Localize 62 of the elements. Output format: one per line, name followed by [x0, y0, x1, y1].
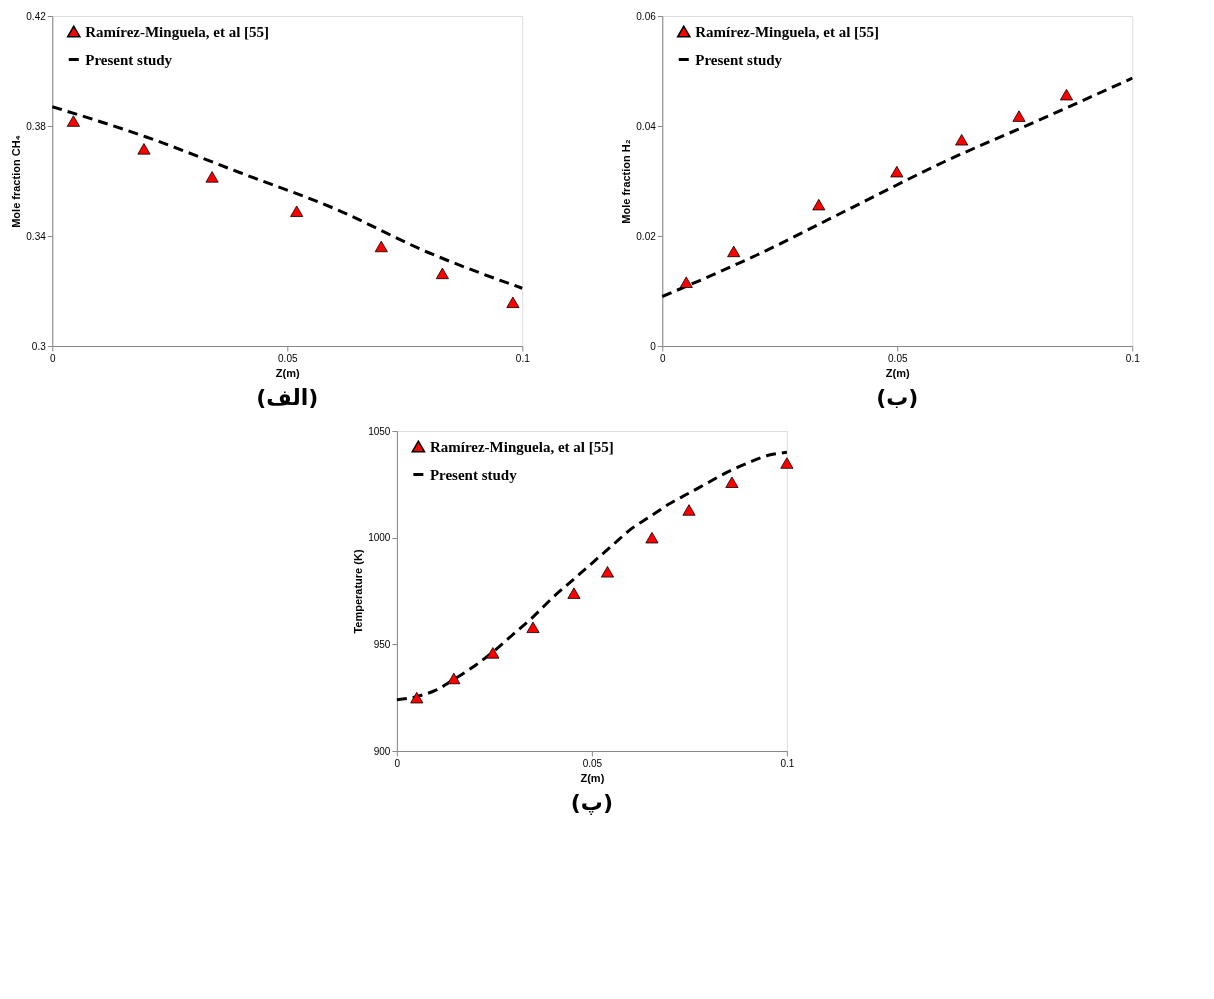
- legend-label: Present study: [695, 51, 783, 68]
- y-tick-label: 0.06: [636, 10, 657, 22]
- y-tick-label: 0.3: [31, 340, 47, 352]
- y-tick-label: 0.34: [26, 230, 47, 242]
- text: (ب): [876, 385, 919, 410]
- point: [645, 531, 659, 544]
- point: [1012, 110, 1026, 122]
- point: [290, 205, 304, 217]
- point: [66, 115, 80, 127]
- x-tick-label: 0: [49, 352, 56, 364]
- y-tick-label: 0.38: [26, 120, 47, 132]
- legend-label: Ramírez-Minguela, et al [55]: [695, 23, 880, 40]
- x-tick-label: 0.05: [582, 757, 603, 769]
- point: [682, 504, 696, 516]
- x-tick-label: 0: [394, 757, 401, 769]
- point: [374, 240, 388, 253]
- point: [410, 691, 424, 704]
- line-series: [50, 105, 524, 290]
- point: [567, 587, 581, 599]
- x-axis-title: Z(m): [275, 366, 301, 379]
- point: [506, 296, 520, 308]
- y-tick-label: 0: [650, 340, 657, 352]
- point: [205, 171, 219, 183]
- x-axis-title: Z(m): [885, 366, 911, 379]
- point: [780, 457, 794, 469]
- line-series: [660, 76, 1134, 298]
- x-tick-label: 0.1: [1125, 352, 1141, 364]
- point: [727, 245, 741, 258]
- point: [679, 276, 693, 288]
- point: [435, 267, 449, 280]
- y-tick-label: 0.42: [26, 10, 47, 22]
- point: [137, 143, 151, 155]
- text: (پ): [570, 790, 614, 815]
- point: [600, 566, 615, 578]
- legend-label: Ramírez-Minguela, et al [55]: [429, 438, 614, 455]
- y-tick-label: 0.04: [636, 120, 657, 132]
- point: [955, 134, 969, 146]
- point: [725, 476, 739, 488]
- y-tick-label: 0.02: [636, 230, 657, 242]
- y-axis-title: Mole fraction H₂: [620, 139, 633, 224]
- x-tick-label: 0.05: [278, 352, 298, 364]
- y-axis-title: Mole fraction CH₄: [10, 135, 23, 228]
- x-tick-label: 0: [659, 352, 666, 364]
- y-tick-label: 950: [373, 638, 391, 650]
- point: [890, 165, 904, 178]
- legend-label: Present study: [85, 51, 173, 68]
- x-axis-title: Z(m): [580, 771, 605, 784]
- point: [812, 198, 826, 211]
- point: [526, 621, 540, 633]
- y-tick-label: 900: [373, 745, 391, 757]
- point: [1059, 88, 1073, 101]
- point: [486, 647, 500, 659]
- x-tick-label: 0.1: [515, 352, 531, 364]
- x-tick-label: 0.05: [888, 352, 908, 364]
- text: (الف): [256, 385, 319, 410]
- legend-label: Present study: [429, 466, 518, 483]
- y-tick-label: 1000: [368, 532, 391, 544]
- y-axis-title: Temperature (K): [352, 549, 365, 634]
- x-tick-label: 0.1: [780, 757, 795, 769]
- y-tick-label: 1050: [368, 425, 391, 437]
- legend-label: Ramírez-Minguela, et al [55]: [85, 23, 270, 40]
- point: [447, 672, 461, 685]
